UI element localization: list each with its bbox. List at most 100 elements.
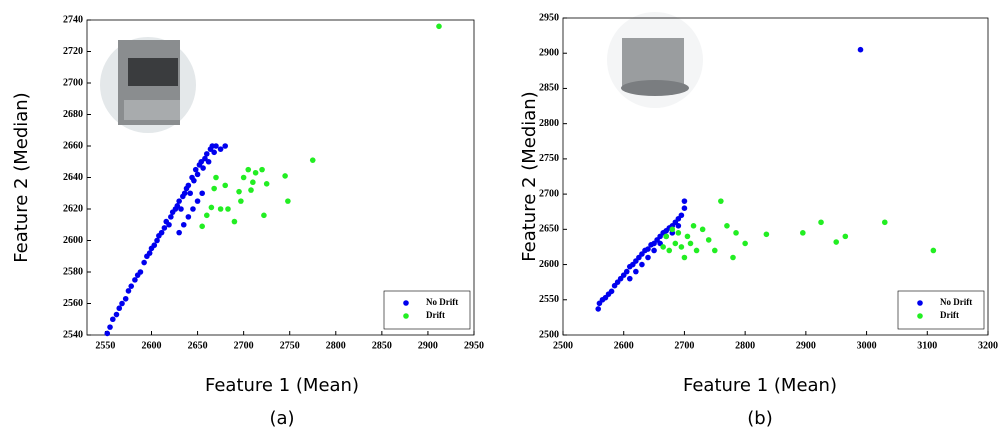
point xyxy=(711,247,718,254)
point xyxy=(261,212,267,219)
point xyxy=(151,242,158,249)
point xyxy=(681,198,688,204)
legend-box xyxy=(897,290,985,330)
point xyxy=(158,229,165,236)
legend-marker xyxy=(917,300,923,306)
point xyxy=(639,261,645,268)
y-tick-label: 2600 xyxy=(63,235,83,246)
point xyxy=(651,247,657,254)
y-tick-label: 2580 xyxy=(63,266,83,277)
point xyxy=(113,311,120,318)
point xyxy=(202,155,208,162)
y-tick-label: 2720 xyxy=(63,46,83,57)
x-tick-label: 2950 xyxy=(464,340,484,351)
legend-label: Drift xyxy=(426,310,445,320)
y-tick-label: 2740 xyxy=(63,14,83,25)
point xyxy=(645,254,651,261)
point xyxy=(194,198,201,204)
point xyxy=(248,187,254,193)
point xyxy=(203,151,210,157)
point xyxy=(190,206,196,212)
point xyxy=(205,158,212,165)
y-tick-label: 2750 xyxy=(539,153,559,164)
point xyxy=(236,188,242,195)
point xyxy=(930,247,937,254)
legend-marker xyxy=(403,313,409,319)
point xyxy=(681,205,688,211)
point xyxy=(833,239,840,245)
point xyxy=(687,240,694,247)
point xyxy=(633,268,639,275)
point xyxy=(222,143,229,149)
point xyxy=(180,221,187,228)
point xyxy=(857,46,864,53)
point xyxy=(217,206,224,212)
point xyxy=(818,219,824,226)
point xyxy=(199,190,205,197)
point xyxy=(684,233,691,240)
point xyxy=(185,214,192,220)
point xyxy=(623,268,630,275)
point xyxy=(191,177,197,184)
point xyxy=(309,157,316,163)
x-tick-label: 2700 xyxy=(674,340,694,351)
photo-b xyxy=(607,12,703,108)
point xyxy=(282,173,288,179)
point xyxy=(181,190,188,197)
x-tick-label: 2800 xyxy=(735,340,755,351)
y-tick-label: 2900 xyxy=(539,48,559,59)
x-tick-label: 3200 xyxy=(978,340,998,351)
point xyxy=(842,233,849,240)
point xyxy=(128,283,135,289)
y-tick-label: 2620 xyxy=(63,203,83,214)
point xyxy=(678,244,685,250)
point xyxy=(240,174,247,181)
point xyxy=(192,166,199,173)
point xyxy=(672,240,679,247)
point xyxy=(203,212,210,219)
point xyxy=(222,182,229,189)
point xyxy=(137,269,144,275)
point xyxy=(161,225,168,231)
point xyxy=(263,181,270,187)
point xyxy=(669,226,676,233)
point xyxy=(166,221,172,228)
point xyxy=(681,254,688,261)
y-axis-label: Feature 2 (Median) xyxy=(11,92,32,262)
point xyxy=(125,288,132,294)
y-tick-label: 2850 xyxy=(539,83,559,94)
caption: (b) xyxy=(747,408,772,429)
point xyxy=(174,203,181,209)
x-tick-label: 2550 xyxy=(95,340,115,351)
y-tick-label: 2540 xyxy=(63,329,83,340)
x-tick-label: 2700 xyxy=(234,340,254,351)
point xyxy=(198,158,205,165)
point xyxy=(211,185,217,192)
point xyxy=(595,306,602,312)
point xyxy=(666,247,673,254)
point xyxy=(252,169,259,176)
point xyxy=(132,277,138,283)
point xyxy=(259,166,265,173)
point xyxy=(238,198,244,204)
point xyxy=(626,275,633,282)
point xyxy=(199,223,205,230)
point xyxy=(176,198,182,204)
y-tick-label: 2700 xyxy=(539,188,559,199)
caption: (a) xyxy=(269,408,294,429)
point xyxy=(800,230,806,236)
point xyxy=(104,330,111,337)
point xyxy=(285,198,291,204)
x-axis-label: Feature 1 (Mean) xyxy=(683,375,837,396)
y-tick-label: 2700 xyxy=(63,77,83,88)
y-tick-label: 2600 xyxy=(539,259,559,270)
point xyxy=(699,226,706,233)
point xyxy=(200,165,206,171)
point xyxy=(208,204,215,211)
point xyxy=(119,300,125,307)
point xyxy=(146,250,153,256)
x-tick-label: 2600 xyxy=(142,340,162,351)
legend-label: No Drift xyxy=(426,297,458,307)
y-tick-label: 2950 xyxy=(539,12,559,23)
